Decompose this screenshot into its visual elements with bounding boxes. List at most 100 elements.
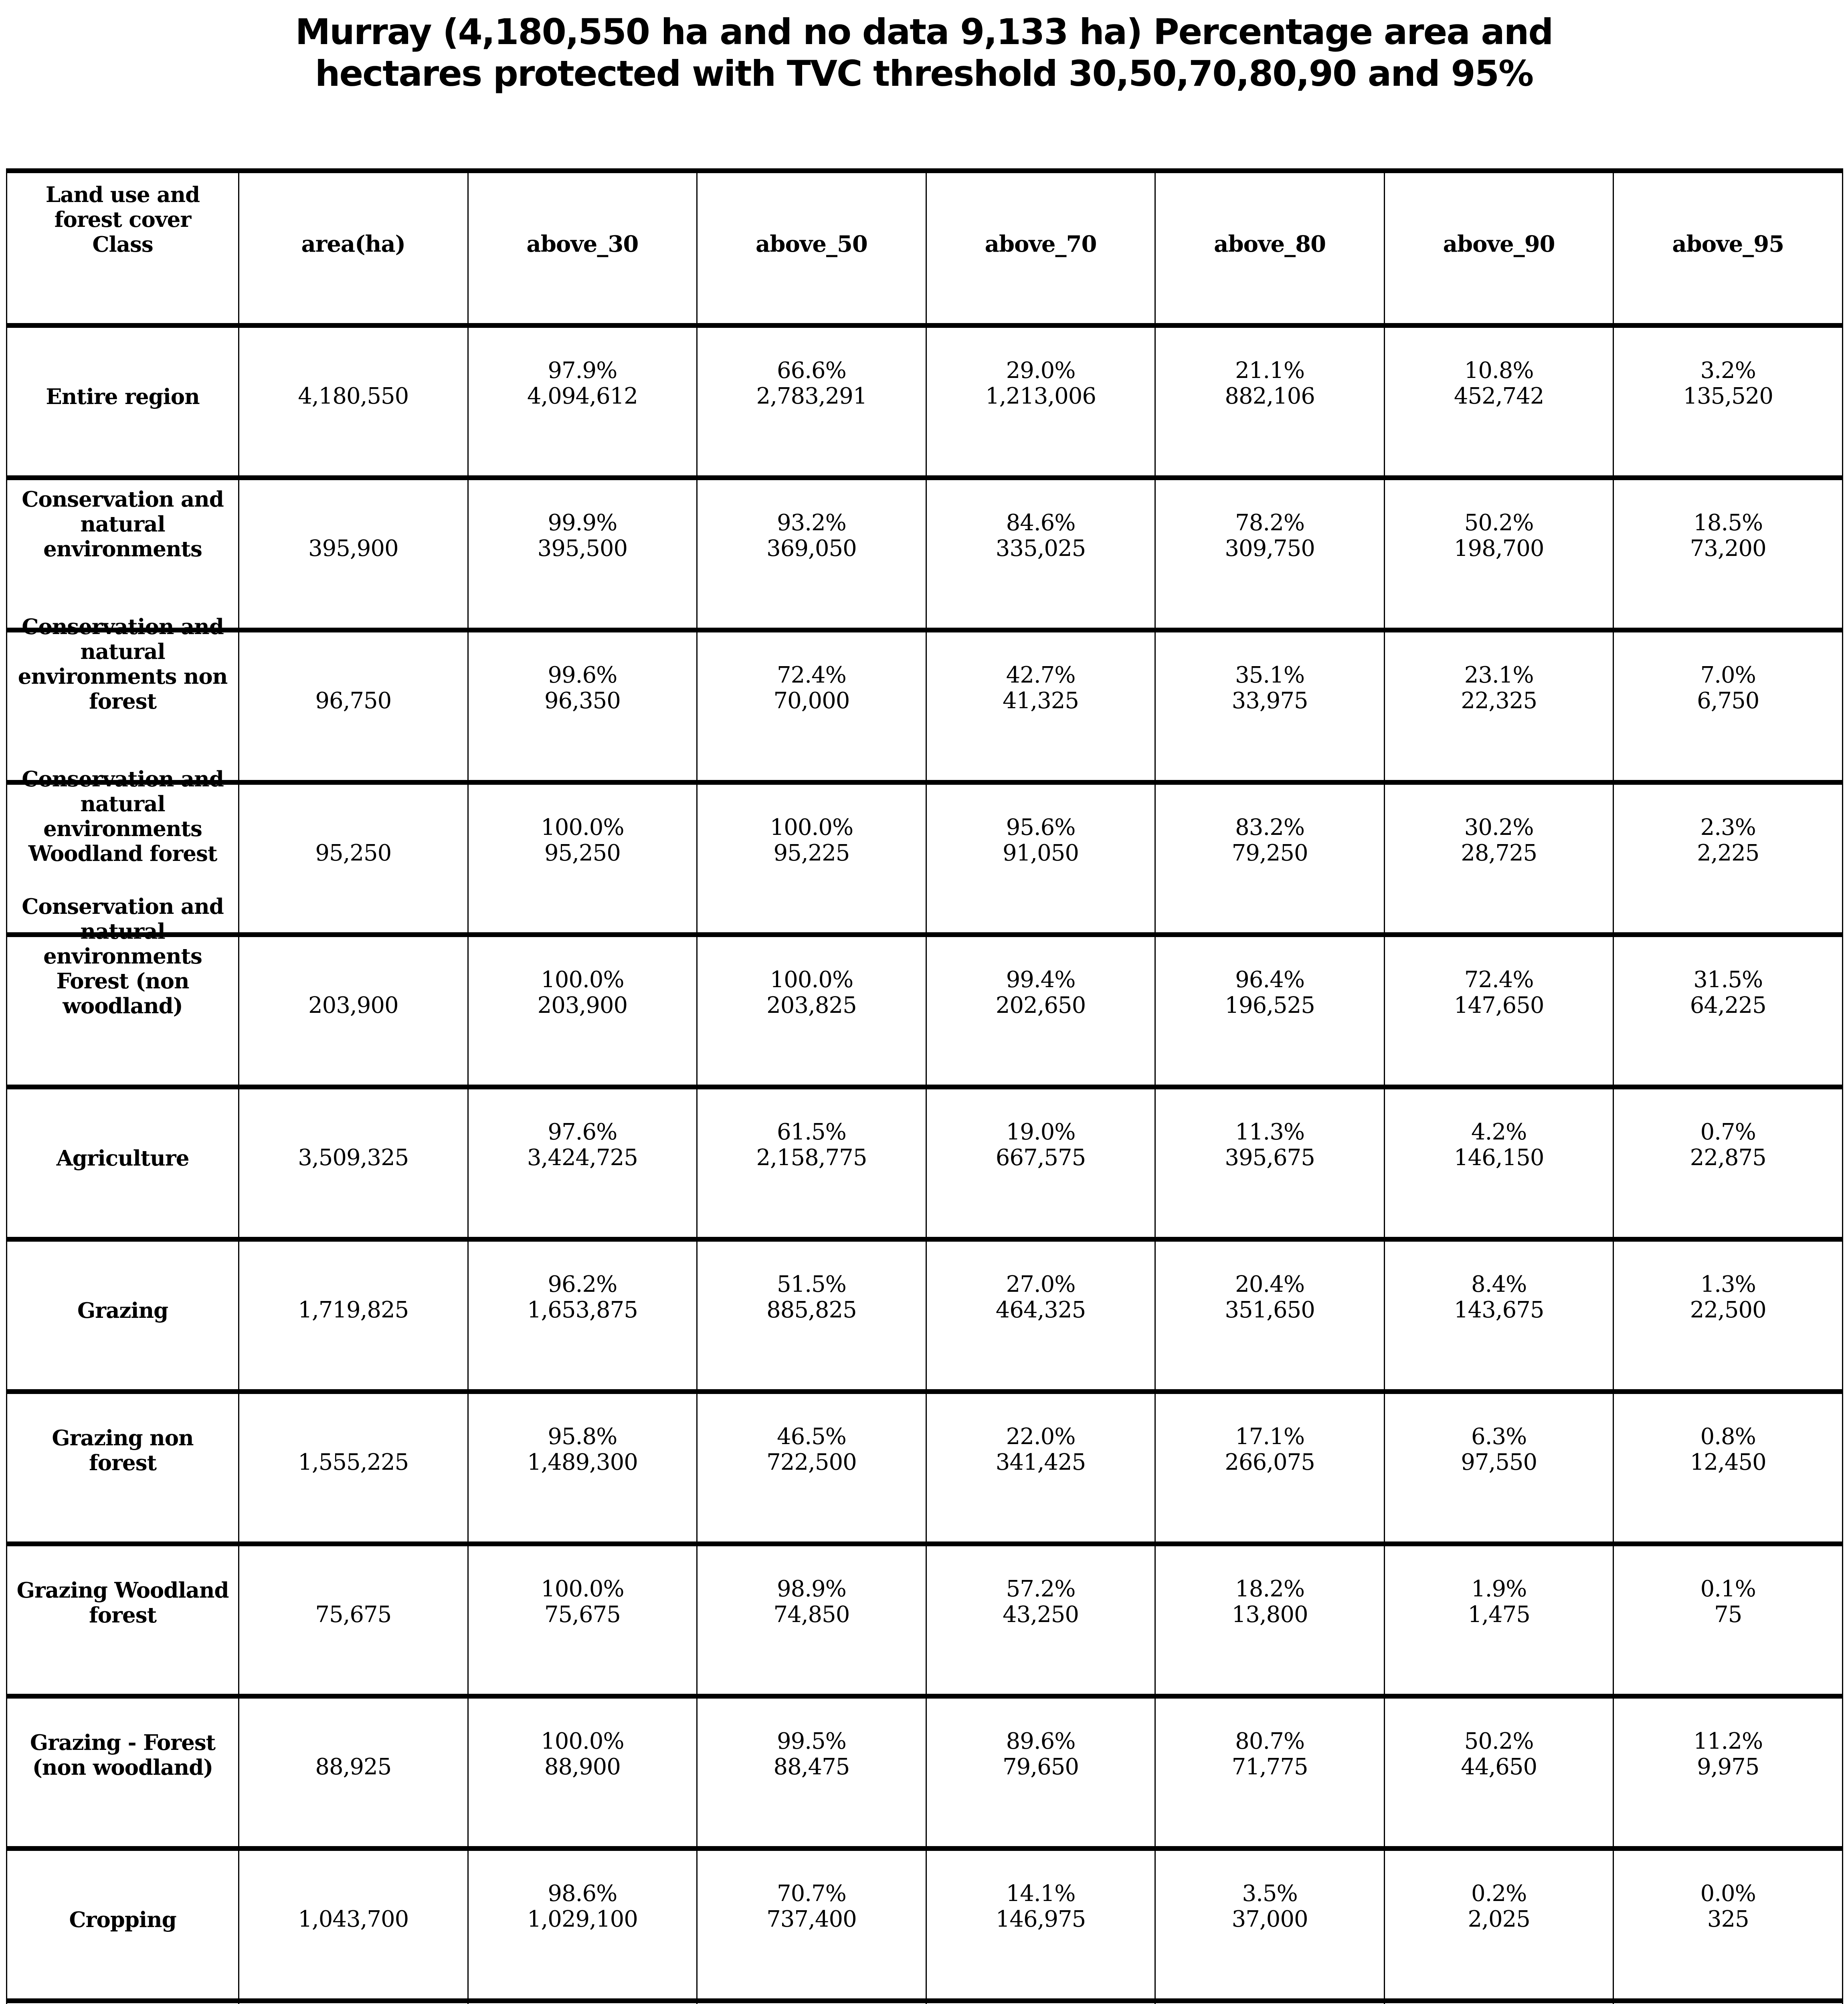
table-cell: 99.5%741,350: [469, 2001, 698, 2004]
row-label: Conservation and natural environments Fo…: [22, 894, 224, 1018]
table-cell: 0.0% 325: [1614, 1848, 1842, 2001]
cell-hectares: 4,094,612: [527, 383, 638, 409]
table-cell: 1,555,225: [239, 1392, 469, 1544]
cell-percent: 70.7%: [776, 1881, 847, 1907]
cell-values: 89.6% 79,650: [928, 1729, 1153, 1780]
cell-values: 97.6% 3,424,725: [470, 1119, 695, 1171]
row-label: Cropping: [69, 1907, 176, 1932]
row-label: Agriculture: [56, 1146, 190, 1171]
row-label: Grazing - Forest (non woodland): [30, 1730, 216, 1780]
table-cell: above_95: [1614, 173, 1842, 325]
cell-hectares: 2,025: [1468, 1906, 1531, 1932]
table-cell: 84.6% 335,025: [927, 478, 1156, 630]
cell-percent: 97.9%: [548, 358, 617, 384]
table-cell: 57.2% 43,250: [927, 1544, 1156, 1696]
table-cell: 0.0%50: [1614, 2001, 1842, 2004]
cell-percent: 93.2%: [776, 510, 847, 536]
table-cell: 3.5% 37,000: [1156, 1848, 1385, 2001]
table-cell: 0.8% 12,450: [1614, 1392, 1842, 1544]
cell-percent: 99.9%: [548, 510, 617, 536]
header-class-label: Land use and forest cover Class: [45, 182, 200, 257]
cell-values: 100.0% 75,675: [470, 1576, 695, 1628]
cell-values: 35.1% 33,975: [1157, 663, 1382, 714]
table-cell: Grazing: [7, 1239, 239, 1392]
table-cell: 3,509,325: [239, 1087, 469, 1239]
cell-values: 72.4% 70,000: [699, 663, 924, 714]
cell-percent: 99.6%: [548, 662, 617, 688]
table-row: Irrigation745,40099.5%741,35071.8%535,20…: [7, 1998, 1842, 2004]
table-cell: 51.5% 885,825: [698, 1239, 927, 1392]
table-cell: 99.6% 96,350: [469, 630, 698, 782]
cell-percent: 98.9%: [776, 1576, 847, 1602]
cell-hectares: 2,783,291: [756, 383, 867, 409]
page-title-line2: hectares protected with TVC threshold 30…: [315, 53, 1534, 94]
table-cell: 11.3% 395,675: [1156, 1087, 1385, 1239]
cell-hectares: 79,250: [1231, 840, 1308, 866]
cell-hectares: 70,000: [773, 688, 850, 714]
cell-values: 78.2% 309,750: [1157, 510, 1382, 562]
cell-area: 1,043,700: [298, 1906, 409, 1932]
cell-percent: 8.4%: [1471, 1271, 1527, 1297]
cell-hectares: 325: [1707, 1906, 1749, 1932]
cell-percent: 20.4%: [1235, 1271, 1305, 1297]
cell-values: 50.2% 198,700: [1387, 510, 1611, 562]
table-cell: above_30: [469, 173, 698, 325]
row-label: Conservation and natural environments: [22, 487, 224, 562]
row-label: Grazing non forest: [52, 1426, 194, 1475]
cell-percent: 17.1%: [1235, 1424, 1305, 1450]
cell-hectares: 266,075: [1225, 1449, 1315, 1475]
cell-hectares: 95,250: [544, 840, 621, 866]
cell-values: 57.2% 43,250: [928, 1576, 1153, 1628]
cell-hectares: 196,525: [1225, 992, 1315, 1018]
cell-values: 0.8% 12,450: [1615, 1424, 1840, 1475]
table-cell: 8.4% 143,675: [1385, 1239, 1614, 1392]
table-cell: 100.0% 203,825: [698, 935, 927, 1087]
table-cell: 98.6% 1,029,100: [469, 1848, 698, 2001]
cell-percent: 57.2%: [1006, 1576, 1076, 1602]
cell-values: 2.3% 2,225: [1615, 815, 1840, 866]
cell-hectares: 369,050: [766, 535, 857, 562]
cell-percent: 18.5%: [1693, 510, 1763, 536]
cell-values: 100.0% 203,825: [699, 967, 924, 1018]
cell-hectares: 74,850: [773, 1602, 850, 1628]
cell-hectares: 13,800: [1231, 1602, 1308, 1628]
cell-hectares: 75: [1714, 1602, 1742, 1628]
table-cell: 99.9% 395,500: [469, 478, 698, 630]
row-label: Conservation and natural environments Wo…: [22, 767, 224, 866]
cell-percent: 10.8%: [1464, 358, 1534, 384]
table-cell: 75,675: [239, 1544, 469, 1696]
cell-hectares: 96,350: [544, 688, 621, 714]
cell-values: 3.2% 135,520: [1615, 358, 1840, 409]
table-cell: 72.4% 147,650: [1385, 935, 1614, 1087]
cell-percent: 83.2%: [1235, 814, 1305, 840]
table-cell: 31.5% 64,225: [1614, 935, 1842, 1087]
cell-hectares: 146,975: [995, 1906, 1086, 1932]
row-label: Grazing Woodland forest: [16, 1578, 229, 1628]
cell-percent: 100.0%: [770, 814, 854, 840]
table-cell: above_80: [1156, 173, 1385, 325]
table-cell: 96,750: [239, 630, 469, 782]
cell-values: 20.4% 351,650: [1157, 1272, 1382, 1323]
table-cell: 97.6% 3,424,725: [469, 1087, 698, 1239]
table-cell: Agriculture: [7, 1087, 239, 1239]
table-cell: 0.1% 75: [1614, 1544, 1842, 1696]
cell-hectares: 203,825: [766, 992, 857, 1018]
table-cell: 96.2% 1,653,875: [469, 1239, 698, 1392]
header-col-above95: above_95: [1672, 231, 1784, 257]
cell-percent: 89.6%: [1006, 1728, 1076, 1754]
table-cell: 95.6% 91,050: [927, 782, 1156, 935]
table-cell: 96.4% 196,525: [1156, 935, 1385, 1087]
table-cell: 18.2% 13,800: [1156, 1544, 1385, 1696]
cell-percent: 50.2%: [1464, 510, 1534, 536]
table-cell: 100.0% 95,250: [469, 782, 698, 935]
table-cell: 4.2% 146,150: [1385, 1087, 1614, 1239]
table-cell: 745,400: [239, 2001, 469, 2004]
cell-hectares: 41,325: [1003, 688, 1079, 714]
cell-percent: 80.7%: [1235, 1728, 1305, 1754]
cell-values: 0.7% 22,875: [1615, 1119, 1840, 1171]
cell-values: 11.2% 9,975: [1615, 1729, 1840, 1780]
cell-values: 80.7% 71,775: [1157, 1729, 1382, 1780]
cell-percent: 1.3%: [1700, 1271, 1756, 1297]
cell-percent: 95.8%: [548, 1424, 617, 1450]
cell-percent: 0.1%: [1700, 1576, 1756, 1602]
